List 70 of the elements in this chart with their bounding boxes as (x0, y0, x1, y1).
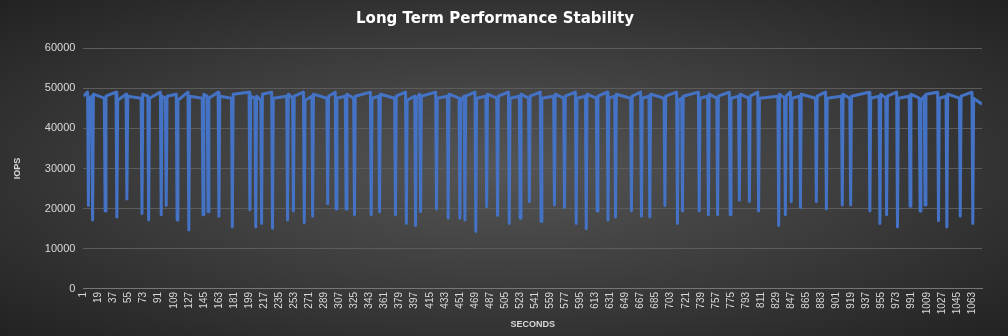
x-tick-label: 559 (544, 291, 556, 309)
x-tick-label: 685 (649, 291, 661, 309)
x-tick-label: 271 (303, 291, 315, 309)
x-tick-label: 217 (257, 291, 269, 309)
x-tick-label: 1027 (935, 291, 947, 315)
x-tick-label: 433 (438, 291, 450, 309)
x-tick-label: 379 (393, 291, 405, 309)
x-tick-label: 307 (333, 291, 345, 309)
x-axis-title: SECONDS (510, 319, 555, 330)
x-tick-label: 757 (709, 291, 721, 309)
y-tick-label: 40000 (44, 121, 76, 134)
x-tick-label: 289 (318, 291, 330, 309)
x-tick-label: 1 (77, 291, 89, 298)
x-tick-label: 73 (137, 291, 149, 304)
x-tick-label: 127 (182, 291, 194, 309)
x-tick-label: 811 (754, 291, 766, 308)
x-tick-label: 343 (363, 291, 375, 309)
x-tick-label: 163 (212, 291, 224, 309)
y-axis-title: IOPS (11, 157, 22, 180)
x-tick-label: 613 (589, 291, 601, 309)
x-tick-label: 91 (152, 291, 164, 304)
y-tick-label: 60000 (44, 41, 76, 54)
chart-title: Long Term Performance Stability (356, 8, 635, 27)
x-tick-label: 505 (498, 291, 510, 309)
x-tick-label: 991 (905, 291, 917, 309)
x-tick-label: 469 (468, 291, 480, 309)
x-tick-label: 829 (769, 291, 781, 309)
x-tick-label: 937 (860, 291, 872, 309)
x-tick-label: 739 (694, 291, 706, 309)
x-tick-label: 523 (513, 291, 525, 309)
x-tick-label: 1063 (965, 291, 977, 315)
x-tick-label: 181 (227, 291, 239, 309)
x-tick-label: 487 (483, 291, 495, 309)
x-tick-label: 19 (92, 291, 104, 304)
x-tick-label: 361 (378, 291, 390, 309)
x-tick-label: 667 (634, 291, 646, 309)
y-tick-label: 50000 (44, 81, 76, 94)
x-tick-label: 775 (724, 291, 736, 309)
x-tick-label: 145 (197, 291, 209, 309)
x-tick-label: 541 (528, 291, 540, 309)
x-tick-label: 919 (845, 291, 857, 309)
y-tick-label: 30000 (44, 161, 76, 174)
x-tick-label: 397 (408, 291, 420, 309)
x-tick-label: 235 (272, 291, 284, 309)
x-tick-label: 325 (348, 291, 360, 309)
x-tick-label: 1045 (950, 291, 962, 315)
x-tick-label: 703 (664, 291, 676, 309)
x-tick-label: 883 (815, 291, 827, 309)
x-tick-label: 109 (167, 291, 179, 309)
x-tick-label: 595 (574, 291, 586, 309)
x-tick-label: 37 (107, 291, 119, 304)
x-tick-label: 973 (890, 291, 902, 309)
x-tick-label: 415 (423, 291, 435, 309)
x-tick-label: 865 (800, 291, 812, 309)
x-tick-label: 253 (287, 291, 299, 309)
x-tick-label: 631 (604, 291, 616, 309)
x-tick-label: 847 (784, 291, 796, 309)
x-tick-label: 901 (830, 291, 842, 309)
x-tick-label: 451 (453, 291, 465, 309)
y-tick-label: 20000 (44, 201, 76, 214)
x-tick-label: 955 (875, 291, 887, 309)
y-tick-label: 0 (69, 281, 76, 294)
y-tick-label: 10000 (44, 241, 76, 254)
x-tick-label: 199 (242, 291, 254, 309)
x-tick-label: 55 (122, 291, 134, 304)
x-tick-label: 721 (679, 291, 691, 309)
x-tick-label: 577 (559, 291, 571, 309)
x-tick-label: 793 (739, 291, 751, 309)
x-tick-label: 1009 (920, 291, 932, 315)
x-tick-label: 649 (619, 291, 631, 309)
